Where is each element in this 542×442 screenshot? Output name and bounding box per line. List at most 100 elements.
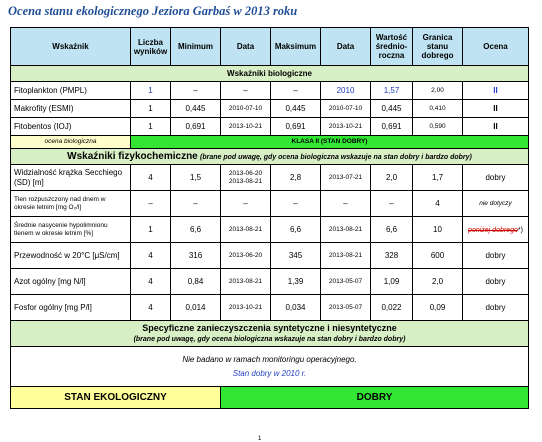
row-max: 6,6	[270, 216, 321, 243]
row-date-max: 2010-07-10	[320, 99, 371, 118]
row-limit: 1,7	[412, 164, 463, 191]
row-limit: 0,590	[412, 117, 463, 136]
header-liczba: Liczba wyników	[130, 27, 171, 66]
table-row: Tlen rozpuszczony nad dnem w okresie let…	[10, 190, 529, 217]
row-name: Tlen rozpuszczony nad dnem w okresie let…	[10, 190, 131, 217]
row-min: 0,445	[170, 99, 221, 118]
row-date-max: 2010	[320, 81, 371, 100]
header-data-min: Data	[220, 27, 271, 66]
spec-note-not-tested: Nie badano w ramach monitoringu operacyj…	[182, 354, 357, 364]
row-grade-suffix: *)	[517, 227, 523, 234]
spec-note-cell: Nie badano w ramach monitoringu operacyj…	[10, 346, 529, 387]
header-wskaznik: Wskaźnik	[10, 27, 131, 66]
row-count: –	[130, 190, 171, 217]
row-grade: poniżej dobrego	[468, 227, 518, 234]
row-grade: dobry	[462, 268, 529, 295]
row-date-max: 2013-08-21	[320, 242, 371, 269]
row-min: 6,6	[170, 216, 221, 243]
row-date-min: 2013-10-21	[220, 117, 271, 136]
row-date-max: 2013-08-21	[320, 216, 371, 243]
row-name: Widzialność krążka Secchiego (SD) [m]	[10, 164, 131, 191]
row-count: 4	[130, 242, 171, 269]
row-grade: II	[462, 117, 529, 136]
row-min: 0,84	[170, 268, 221, 295]
page-mark: 1	[258, 436, 262, 442]
section-spec-header: Specyficzne zanieczyszczenia syntetyczne…	[10, 320, 529, 347]
row-max: 1,39	[270, 268, 321, 295]
row-date-max: 2013-10-21	[320, 117, 371, 136]
bio-summary-row: ocena biologiczna KLASA II (STAN DOBRY)	[10, 135, 529, 149]
row-name: Przewodność w 20°C [μS/cm]	[10, 242, 131, 269]
row-avg: 0,445	[370, 99, 413, 118]
row-name: Średnie nasycenie hypolimnionu tlenem w …	[10, 216, 131, 243]
row-max: 345	[270, 242, 321, 269]
row-name: Fitoplankton (PMPL)	[10, 81, 131, 100]
bio-summary-label: ocena biologiczna	[10, 135, 131, 149]
row-date-min: –	[220, 190, 271, 217]
table-row: Fosfor ogólny [mg P/l] 4 0,014 2013-10-2…	[10, 294, 529, 321]
section-phys: Wskaźniki fizykochemiczne (brane pod uwa…	[10, 148, 529, 165]
row-limit: 600	[412, 242, 463, 269]
row-name: Fitobentos (IOJ)	[10, 117, 131, 136]
row-name: Fosfor ogólny [mg P/l]	[10, 294, 131, 321]
row-grade: II	[462, 81, 529, 100]
row-name: Azot ogólny [mg N/l]	[10, 268, 131, 295]
row-min: 1,5	[170, 164, 221, 191]
row-date-max: 2013-05-07	[320, 268, 371, 295]
table-row: Widzialność krążka Secchiego (SD) [m] 4 …	[10, 164, 529, 191]
row-grade: dobry	[462, 242, 529, 269]
row-grade-cell: poniżej dobrego*)	[462, 216, 529, 243]
row-max: 0,034	[270, 294, 321, 321]
table-row: Azot ogólny [mg N/l] 4 0,84 2013-08-21 1…	[10, 268, 529, 295]
row-date-min: 2010-07-10	[220, 99, 271, 118]
row-grade: dobry	[462, 164, 529, 191]
header-wartosc: Wartość średnio-roczna	[370, 27, 413, 66]
row-date-max: –	[320, 190, 371, 217]
row-date-min: –	[220, 81, 271, 100]
section-bio-title: Wskaźniki biologiczne	[10, 65, 529, 82]
row-limit: 2,0	[412, 268, 463, 295]
header-maksimum: Maksimum	[270, 27, 321, 66]
row-limit: 2,00	[412, 81, 463, 100]
row-count: 4	[130, 268, 171, 295]
section-bio: Wskaźniki biologiczne	[10, 65, 529, 82]
row-avg: 328	[370, 242, 413, 269]
row-limit: 10	[412, 216, 463, 243]
row-grade: dobry	[462, 294, 529, 321]
row-date-max: 2013-05-07	[320, 294, 371, 321]
page-title: Ocena stanu ekologicznego Jeziora Garbaś…	[8, 4, 298, 18]
row-avg: 2,0	[370, 164, 413, 191]
section-spec-note: (brane pod uwagę, gdy ocena biologiczna …	[133, 335, 406, 343]
table-row: Makrofity (ESMI) 1 0,445 2010-07-10 0,44…	[10, 99, 529, 118]
section-phys-header: Wskaźniki fizykochemiczne (brane pod uwa…	[10, 148, 529, 165]
row-avg: 1,57	[370, 81, 413, 100]
spec-note-row: Nie badano w ramach monitoringu operacyj…	[10, 346, 529, 387]
row-avg: 0,691	[370, 117, 413, 136]
row-min: –	[170, 190, 221, 217]
table-row: Fitobentos (IOJ) 1 0,691 2013-10-21 0,69…	[10, 117, 529, 136]
assessment-table: Wskaźnik Liczba wyników Minimum Data Mak…	[10, 27, 529, 409]
row-avg: 6,6	[370, 216, 413, 243]
row-grade: II	[462, 99, 529, 118]
row-date-max: 2013-07-21	[320, 164, 371, 191]
row-max: –	[270, 81, 321, 100]
row-max: 2,8	[270, 164, 321, 191]
row-grade: nie dotyczy	[462, 190, 529, 217]
table-row: Fitoplankton (PMPL) 1 – – – 2010 1,57 2,…	[10, 81, 529, 100]
row-count: 4	[130, 294, 171, 321]
table-row: Przewodność w 20°C [μS/cm] 4 316 2013-06…	[10, 242, 529, 269]
row-date-min: 2013-06-20 2013-08-21	[220, 164, 271, 191]
row-name: Makrofity (ESMI)	[10, 99, 131, 118]
row-count: 4	[130, 164, 171, 191]
row-date-min: 2013-06-20	[220, 242, 271, 269]
row-max: 0,691	[270, 117, 321, 136]
row-limit: 0,410	[412, 99, 463, 118]
row-min: 0,014	[170, 294, 221, 321]
row-date-min: 2013-08-21	[220, 268, 271, 295]
row-avg: –	[370, 190, 413, 217]
row-count: 1	[130, 216, 171, 243]
section-spec-title: Specyficzne zanieczyszczenia syntetyczne…	[142, 322, 397, 333]
row-avg: 1,09	[370, 268, 413, 295]
bio-summary-value: KLASA II (STAN DOBRY)	[130, 135, 529, 149]
row-date-min: 2013-08-21	[220, 216, 271, 243]
